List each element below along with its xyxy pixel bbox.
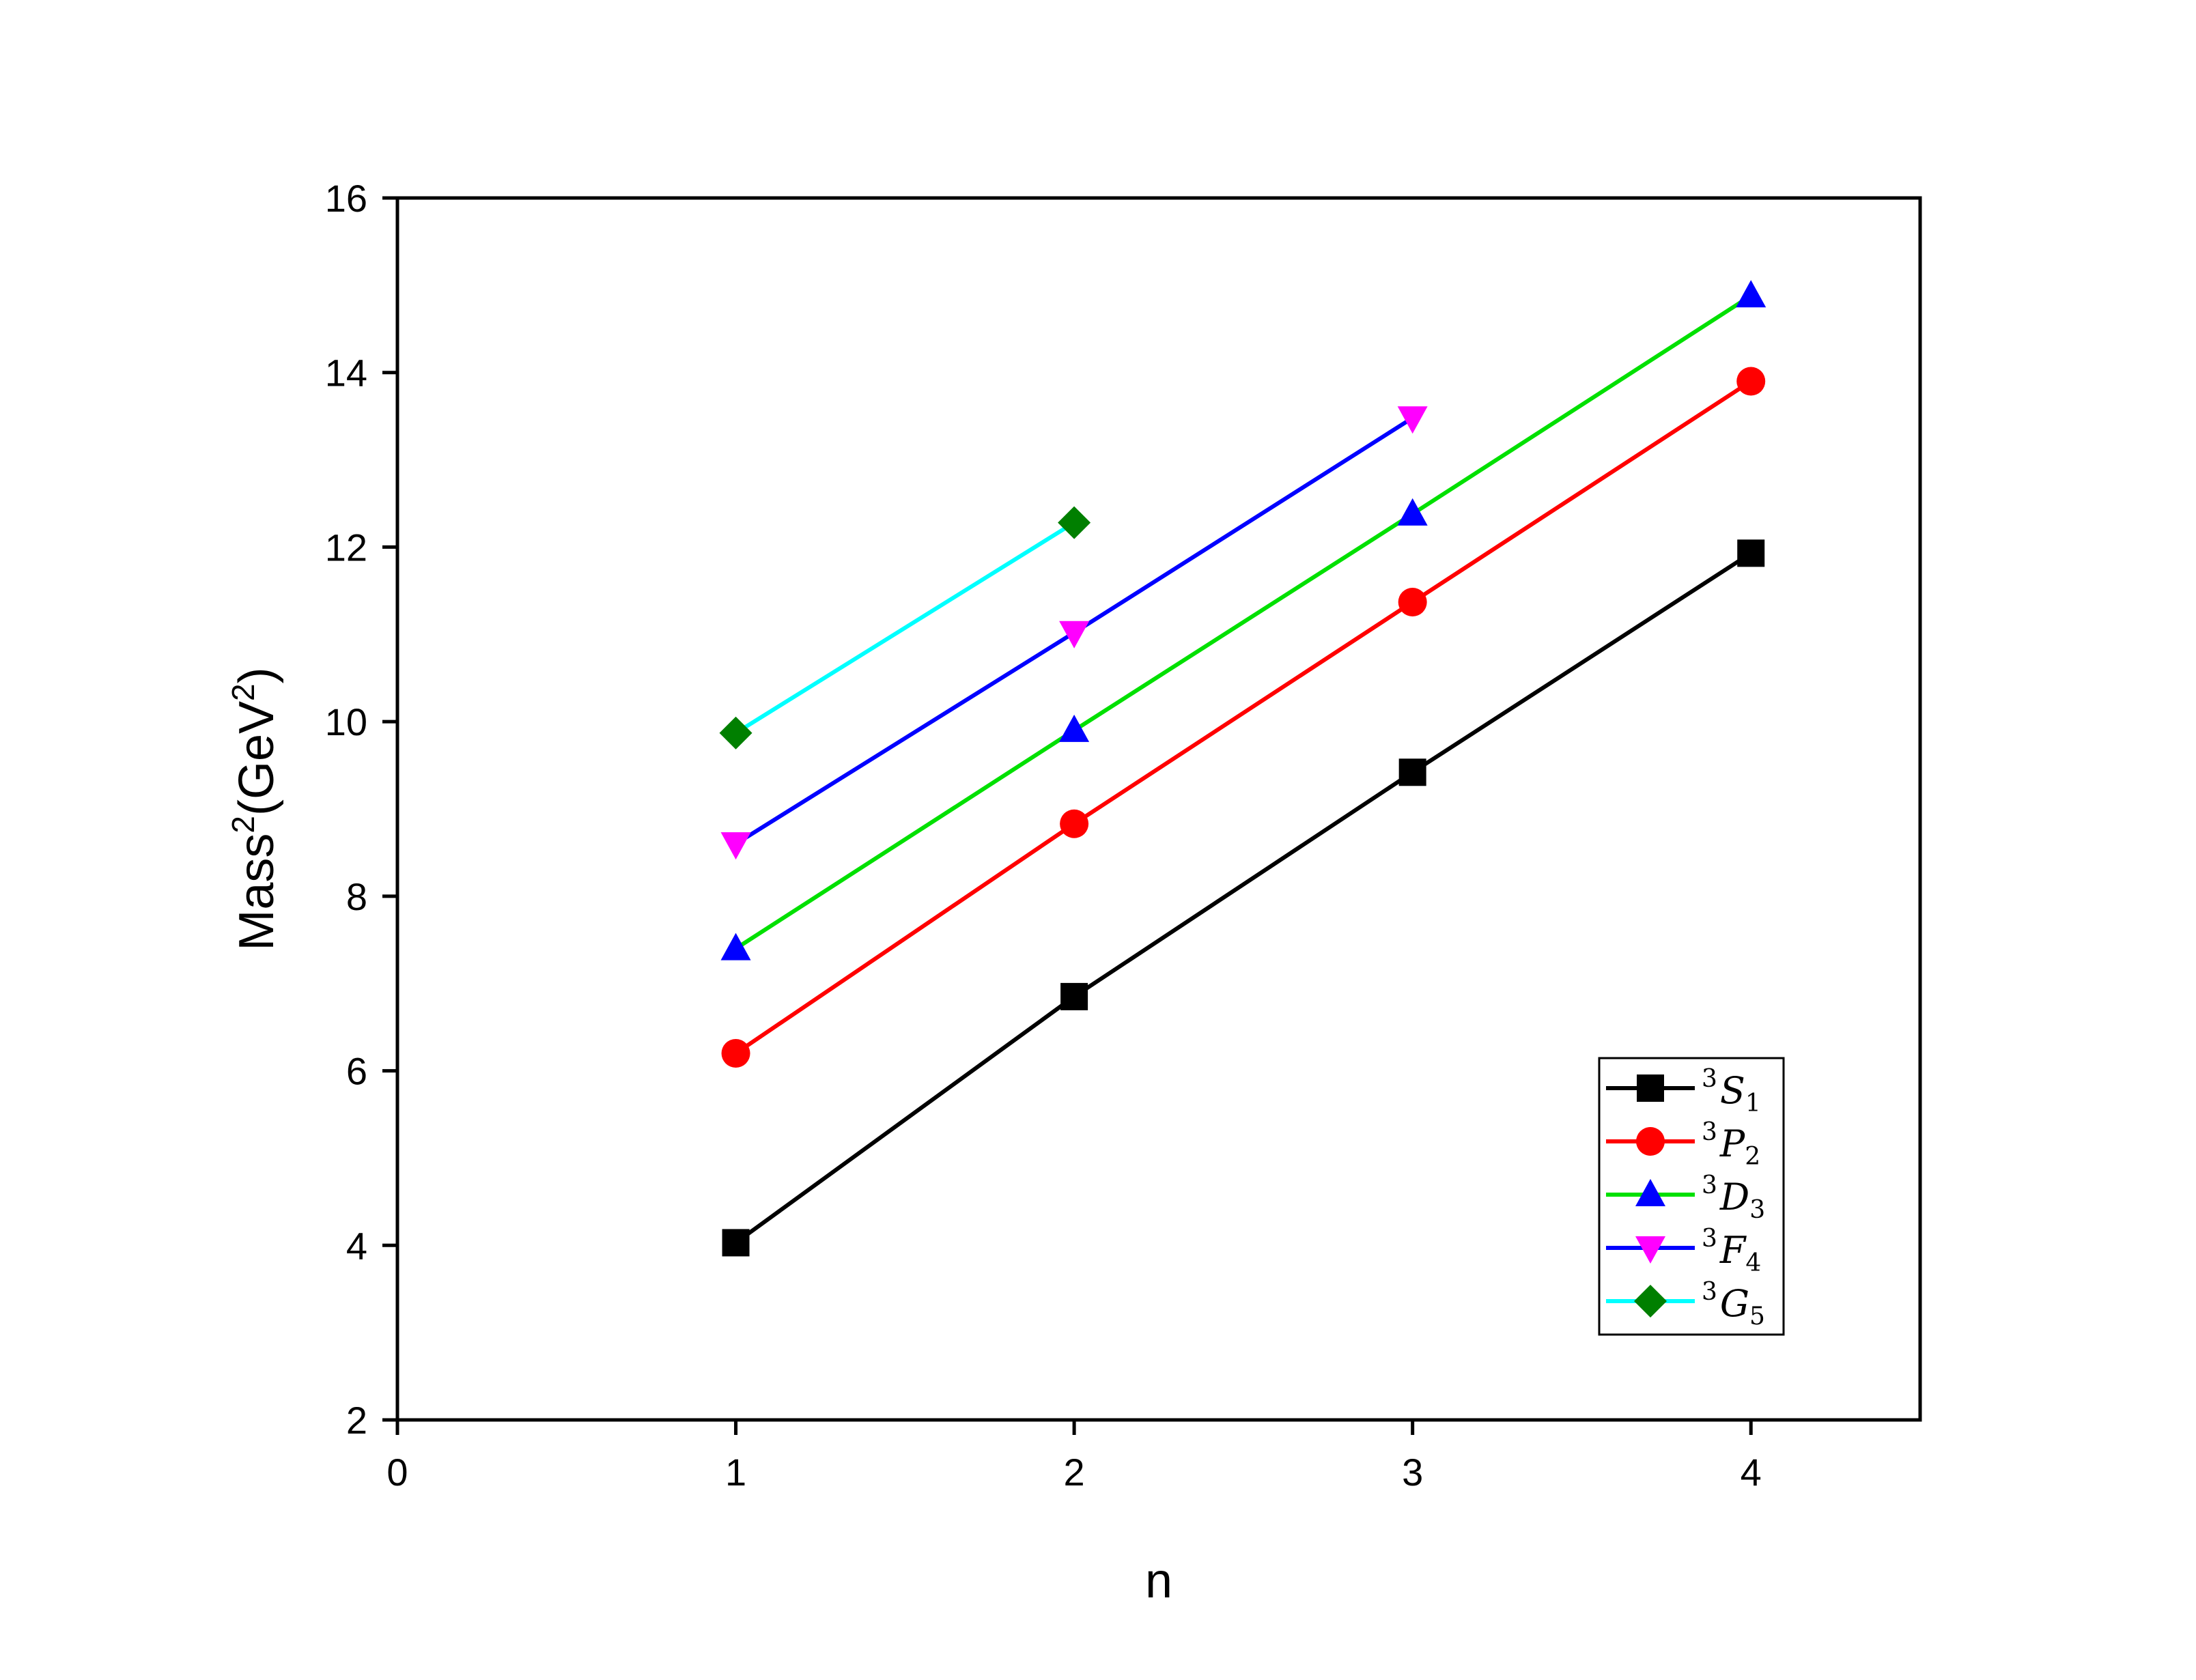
legend-label: 3S1 [1702, 1065, 1761, 1117]
y-tick-label: 16 [325, 177, 367, 220]
x-tick-label: 4 [1741, 1451, 1762, 1494]
y-tick-label: 6 [346, 1050, 367, 1093]
series-line [734, 521, 1075, 735]
data-point [719, 716, 752, 750]
series-line [734, 551, 1752, 1244]
legend-marker [1634, 1285, 1667, 1318]
x-tick-label: 0 [386, 1451, 408, 1494]
data-point [722, 1229, 750, 1257]
series-4 [720, 406, 1428, 860]
legend-entry: 3G5 [1606, 1278, 1765, 1330]
y-tick-label: 4 [346, 1224, 367, 1267]
x-tick-label: 3 [1402, 1451, 1423, 1494]
data-point [1059, 714, 1090, 742]
data-point [721, 1039, 750, 1068]
y-axis-title-sup2: 2 [225, 683, 261, 701]
legend-marker [1635, 1236, 1665, 1264]
y-tick-label: 2 [346, 1399, 367, 1442]
plot-frame [395, 196, 1922, 1422]
series-line [734, 294, 1752, 951]
y-tick-label: 10 [325, 700, 367, 743]
series-1 [722, 539, 1765, 1257]
y-tick-label: 12 [325, 526, 367, 569]
legend-entry: 3D3 [1606, 1171, 1765, 1224]
legend-marker [1635, 1179, 1665, 1206]
legend-label: 3P2 [1702, 1118, 1760, 1171]
data-point [1736, 280, 1766, 308]
series-line [734, 379, 1752, 1055]
legend-marker [1636, 1127, 1665, 1156]
legend-label: 3G5 [1702, 1278, 1765, 1330]
plot-marks [719, 280, 1766, 1257]
data-point [1398, 587, 1427, 616]
data-point [720, 932, 751, 960]
legend-label: 3D3 [1702, 1171, 1765, 1224]
x-axis-title: n [1145, 1554, 1172, 1608]
data-point [720, 832, 751, 860]
data-point [1737, 539, 1765, 567]
data-point [1059, 621, 1090, 649]
data-point [1736, 367, 1766, 396]
legend-entry: 3F4 [1606, 1225, 1761, 1277]
x-tick-label: 2 [1064, 1451, 1085, 1494]
y-axis-title-unit-open: (GeV [229, 701, 284, 816]
series-5 [719, 506, 1091, 750]
legend-entry: 3S1 [1606, 1065, 1761, 1117]
series-3 [720, 280, 1766, 960]
y-axis-title: Mass2(GeV2) [225, 667, 284, 950]
data-point [1397, 406, 1428, 434]
legend-label: 3F4 [1702, 1225, 1761, 1277]
y-axis-title-sup1: 2 [225, 816, 261, 834]
y-axis-title-base: Mass [229, 834, 284, 951]
legend-marker [1637, 1074, 1664, 1102]
data-point [1058, 506, 1091, 539]
data-point [1060, 809, 1089, 838]
series-2 [721, 367, 1766, 1068]
y-axis-title-unit-close: ) [229, 667, 284, 683]
data-point [1060, 982, 1088, 1010]
legend-entry: 3P2 [1606, 1118, 1760, 1171]
x-tick-label: 1 [725, 1451, 746, 1494]
data-point [1398, 758, 1426, 786]
data-point [1397, 498, 1428, 526]
y-tick-label: 8 [346, 875, 367, 918]
y-tick-label: 14 [325, 352, 367, 395]
